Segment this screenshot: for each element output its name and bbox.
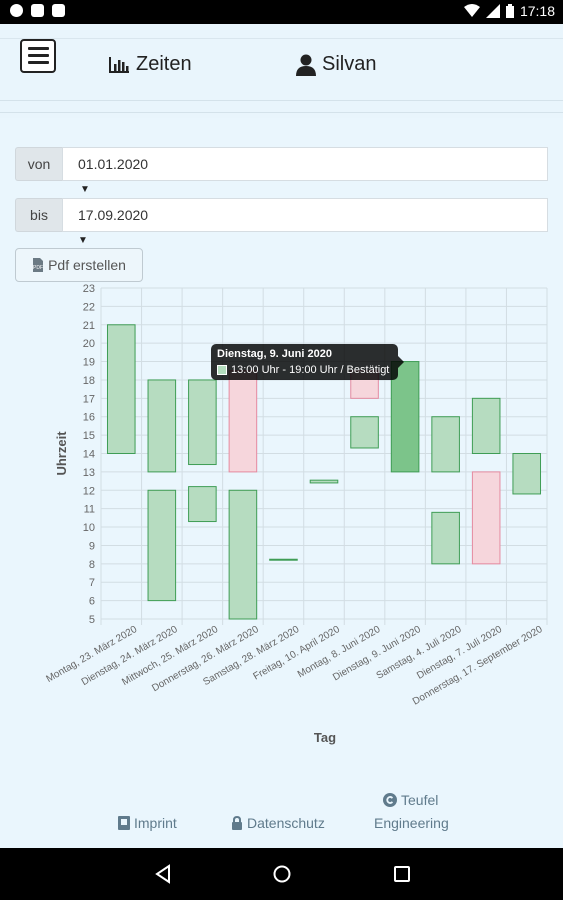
y-tick-label: 18 (83, 375, 95, 387)
time-bar[interactable] (228, 489, 258, 620)
user-icon (296, 54, 316, 76)
from-date-input[interactable]: 01.01.2020 (62, 147, 548, 181)
privacy-label: Datenschutz (247, 815, 325, 831)
time-bar[interactable] (471, 397, 501, 455)
time-bar[interactable] (431, 416, 460, 473)
hamburger-line (28, 61, 49, 64)
create-pdf-label: Pdf erstellen (48, 257, 126, 273)
chart-tooltip: Dienstag, 9. Juni 2020 13:00 Uhr - 19:00… (211, 344, 404, 380)
app-icon (31, 4, 44, 17)
to-date-group: bis 17.09.2020 (15, 198, 548, 232)
imprint-label: Imprint (134, 815, 177, 831)
nav-times[interactable]: Zeiten (108, 53, 192, 76)
company-link[interactable]: Teufel (383, 792, 438, 808)
y-tick-label: 10 (83, 522, 95, 534)
tooltip-body: 13:00 Uhr - 19:00 Uhr / Bestätigt (217, 364, 389, 376)
bar-chart-icon (109, 56, 129, 73)
nav-times-label: Zeiten (136, 53, 192, 75)
y-tick-label: 19 (83, 357, 95, 369)
y-tick-label: 15 (83, 430, 95, 442)
time-bar[interactable] (309, 479, 339, 484)
wifi-icon (463, 4, 480, 17)
y-tick-label: 8 (89, 559, 95, 571)
time-bar[interactable] (390, 361, 420, 473)
dropdown-arrow-icon[interactable]: ▼ (78, 235, 88, 246)
status-bar: 17:18 (0, 0, 563, 24)
company-line2: Engineering (374, 815, 449, 831)
time-bar[interactable] (350, 416, 379, 449)
y-axis-ticks: 5 6 7 8 9 10 11 12 13 14 15 16 17 18 19 20 21 22 23 (83, 283, 95, 626)
y-tick-label: 20 (83, 338, 95, 350)
y-tick-label: 9 (89, 540, 95, 552)
notification-icons (10, 4, 65, 17)
company-logo-icon (383, 793, 397, 807)
location-icon (10, 4, 23, 17)
y-tick-label: 22 (83, 301, 95, 313)
menu-button[interactable] (20, 39, 56, 73)
nav-user-label: Silvan (322, 53, 377, 75)
from-date-group: von 01.01.2020 (15, 147, 548, 181)
image-icon (52, 4, 65, 17)
divider (0, 100, 563, 101)
time-bar[interactable] (147, 489, 177, 602)
time-bar[interactable] (188, 486, 217, 523)
hamburger-line (28, 47, 49, 50)
y-tick-label: 12 (83, 485, 95, 497)
y-tick-label: 14 (83, 449, 95, 461)
recent-apps-icon[interactable] (393, 864, 411, 884)
nav-user[interactable]: Silvan (296, 53, 376, 76)
tooltip-text: 13:00 Uhr - 19:00 Uhr / Bestätigt (231, 364, 390, 376)
lock-icon (232, 816, 242, 830)
y-tick-label: 11 (84, 504, 95, 516)
time-bar[interactable] (269, 558, 298, 561)
pdf-file-icon: PDF (33, 258, 44, 272)
from-date-label: von (15, 147, 62, 181)
time-bar[interactable] (147, 379, 177, 473)
y-tick-label: 23 (83, 283, 95, 295)
y-tick-label: 7 (89, 577, 95, 589)
book-icon (118, 816, 130, 830)
dropdown-arrow-icon[interactable]: ▼ (80, 184, 90, 195)
time-bar[interactable] (106, 324, 136, 455)
tooltip-swatch (217, 365, 227, 375)
time-bar[interactable] (431, 511, 460, 565)
tooltip-title: Dienstag, 9. Juni 2020 (217, 348, 332, 360)
signal-icon (485, 4, 500, 18)
hamburger-line (28, 54, 49, 57)
y-tick-label: 21 (83, 320, 95, 332)
divider (0, 112, 563, 113)
time-bar[interactable] (471, 471, 501, 565)
home-icon[interactable] (272, 864, 292, 884)
imprint-link[interactable]: Imprint (118, 815, 177, 831)
chart-bars (106, 324, 542, 620)
y-tick-label: 16 (83, 412, 95, 424)
y-tick-label: 17 (83, 393, 95, 405)
battery-icon (505, 4, 514, 18)
system-navigation-bar (0, 848, 563, 900)
privacy-link[interactable]: Datenschutz (231, 815, 325, 831)
company-line2-link[interactable]: Engineering (374, 815, 449, 831)
clock: 17:18 (519, 3, 555, 19)
time-bar[interactable] (228, 370, 258, 473)
company-line1: Teufel (401, 792, 439, 808)
to-date-input[interactable]: 17.09.2020 (62, 198, 548, 232)
back-icon[interactable] (154, 864, 172, 884)
y-tick-label: 6 (89, 596, 95, 608)
main-content (0, 118, 563, 848)
y-tick-label: 5 (89, 614, 95, 626)
time-bar[interactable] (188, 379, 217, 466)
x-axis-title: Tag (314, 730, 336, 745)
app-navbar: Zeiten Silvan (0, 38, 563, 101)
time-bar[interactable] (512, 453, 542, 495)
working-times-chart: 5 6 7 8 9 10 11 12 13 14 15 16 17 18 19 20 21 22 23 Montag… (44, 283, 548, 745)
create-pdf-button[interactable]: PDF Pdf erstellen (15, 248, 143, 282)
svg-text:PDF: PDF (33, 265, 43, 271)
to-date-label: bis (15, 198, 62, 232)
y-tick-label: 13 (83, 467, 95, 479)
y-axis-title: Uhrzeit (54, 431, 69, 476)
